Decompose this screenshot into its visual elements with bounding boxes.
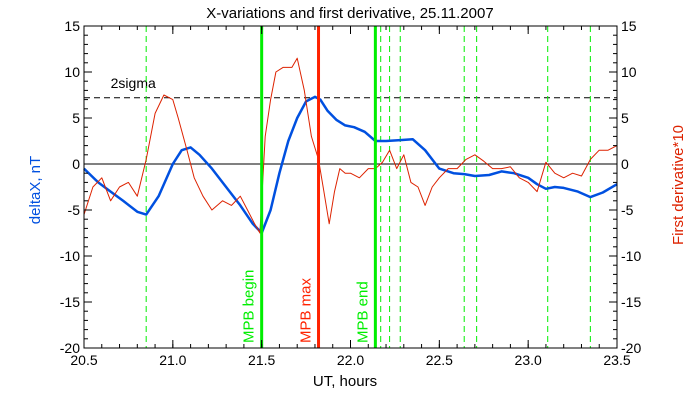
x-tick-label: 22.0 <box>337 352 364 368</box>
plot-area: 2sigma MPB begin MPB max MPB end 20.5 21.0 21.… <box>60 18 642 368</box>
y-tick-label-left: -15 <box>60 294 80 310</box>
chart-title: X-variations and first derivative, 25.11… <box>206 5 493 22</box>
y-tick-label-right: 5 <box>621 110 629 126</box>
x-tick-label: 22.5 <box>426 352 453 368</box>
y-tick-label-left: 5 <box>72 110 80 126</box>
threshold-label: 2sigma <box>111 75 156 91</box>
vertical-marker-label: MPB max <box>298 277 315 343</box>
x-tick-label: 23.5 <box>603 352 630 368</box>
y-tick-label-left: 0 <box>72 156 80 172</box>
y-tick-label-right: 10 <box>621 64 637 80</box>
y-tick-label-left: -20 <box>60 340 80 356</box>
deltax-series-line <box>83 95 618 235</box>
y-tick-label-right: -15 <box>621 294 641 310</box>
y-tick-label-right: -20 <box>621 340 641 356</box>
vertical-marker-label: MPB end <box>354 281 371 343</box>
vertical-marker-label: MPB begin <box>241 270 258 343</box>
y-axis-label-left: deltaX, nT <box>27 156 44 224</box>
y-tick-label-left: 10 <box>64 64 80 80</box>
x-tick-label: 21.5 <box>248 352 275 368</box>
derivative-series-line <box>83 57 618 234</box>
x-tick-label: 21.0 <box>159 352 186 368</box>
x-tick-label: 23.0 <box>515 352 542 368</box>
x-tick-label: 20.5 <box>70 352 97 368</box>
y-tick-label-right: 15 <box>621 18 637 34</box>
y-tick-label-left: 15 <box>64 18 80 34</box>
y-tick-label-right: -5 <box>621 202 634 218</box>
y-tick-label-left: -10 <box>60 248 80 264</box>
x-axis-label: UT, hours <box>313 373 377 390</box>
y-tick-label-right: -10 <box>621 248 641 264</box>
y-axis-label-right: First derivative*10 <box>670 125 687 245</box>
y-tick-label-right: 0 <box>621 156 629 172</box>
y-tick-label-left: -5 <box>68 202 81 218</box>
